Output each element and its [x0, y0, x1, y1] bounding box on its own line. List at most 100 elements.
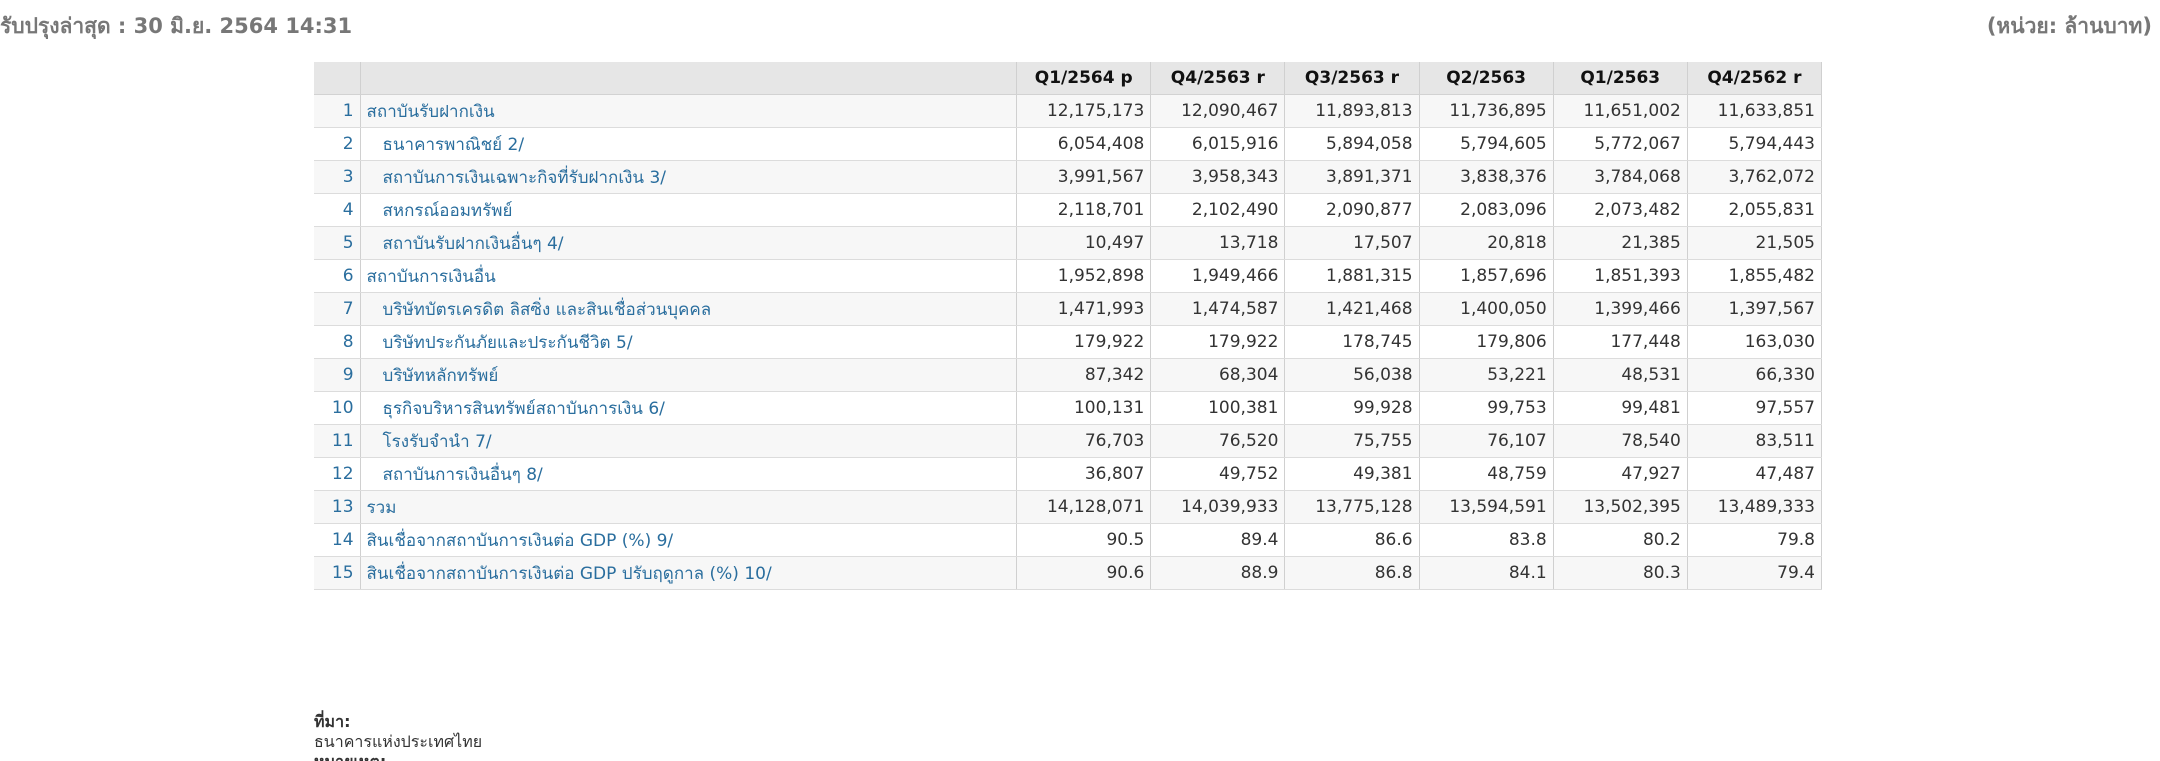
column-header[interactable]: Q4/2562 r — [1687, 62, 1823, 95]
value-cell: 49,381 — [1284, 457, 1420, 491]
value-cell: 3,784,068 — [1553, 160, 1688, 194]
value-cell: 20,818 — [1419, 226, 1554, 260]
row-name-link[interactable]: สินเชื่อจากสถาบันการเงินต่อ GDP (%) 9/ — [360, 523, 1018, 557]
column-header[interactable]: Q3/2563 r — [1284, 62, 1420, 95]
value-cell: 1,397,567 — [1687, 292, 1823, 326]
value-cell: 48,531 — [1553, 358, 1688, 392]
value-cell: 83,511 — [1687, 424, 1823, 458]
value-cell: 11,651,002 — [1553, 94, 1688, 128]
row-name-link[interactable]: บริษัทประกันภัยและประกันชีวิต 5/ — [360, 325, 1018, 359]
value-cell: 12,175,173 — [1016, 94, 1152, 128]
value-cell: 79.4 — [1687, 556, 1823, 590]
value-cell: 5,794,443 — [1687, 127, 1823, 161]
value-cell: 179,922 — [1150, 325, 1286, 359]
value-cell: 1,474,587 — [1150, 292, 1286, 326]
table-row: 2 ธนาคารพาณิชย์ 2/6,054,408 6,015,916 5,894… — [314, 127, 1823, 161]
table-row: 7 บริษัทบัตรเครดิต ลิสซิ่ง และสินเชื่อส่ว… — [314, 292, 1823, 326]
row-index: 2 — [314, 127, 361, 161]
value-cell: 90.5 — [1016, 523, 1152, 557]
row-name-link[interactable]: ธุรกิจบริหารสินทรัพย์สถาบันการเงิน 6/ — [360, 391, 1018, 425]
header-name-cell — [360, 62, 1018, 95]
value-cell: 178,745 — [1284, 325, 1420, 359]
value-cell: 1,851,393 — [1553, 259, 1688, 293]
last-updated-text: รับปรุงล่าสุด : 30 มิ.ย. 2564 14:31 — [0, 14, 353, 38]
value-cell: 1,949,466 — [1150, 259, 1286, 293]
value-cell: 53,221 — [1419, 358, 1554, 392]
value-cell: 66,330 — [1687, 358, 1823, 392]
value-cell: 3,991,567 — [1016, 160, 1152, 194]
row-name-link[interactable]: สถาบันการเงินเฉพาะกิจที่รับฝากเงิน 3/ — [360, 160, 1018, 194]
value-cell: 88.9 — [1150, 556, 1286, 590]
value-cell: 80.2 — [1553, 523, 1688, 557]
row-name-link[interactable]: สถาบันรับฝากเงิน — [360, 94, 1018, 128]
table-row: 10 ธุรกิจบริหารสินทรัพย์สถาบันการเงิน 6/1… — [314, 391, 1823, 425]
value-cell: 11,893,813 — [1284, 94, 1420, 128]
row-index: 4 — [314, 193, 361, 227]
value-cell: 3,958,343 — [1150, 160, 1286, 194]
row-name-link[interactable]: สถาบันรับฝากเงินอื่นๆ 4/ — [360, 226, 1018, 260]
value-cell: 11,736,895 — [1419, 94, 1554, 128]
table-body: 1 สถาบันรับฝากเงิน 12,175,173 12,090,467 11,… — [314, 94, 1823, 590]
row-name-link[interactable]: สหกรณ์ออมทรัพย์ — [360, 193, 1018, 227]
table-row: 14 สินเชื่อจากสถาบันการเงินต่อ GDP (%) 9/… — [314, 523, 1823, 557]
value-cell: 87,342 — [1016, 358, 1152, 392]
value-cell: 47,927 — [1553, 457, 1688, 491]
table-row: 3 สถาบันการเงินเฉพาะกิจที่รับฝากเงิน 3/3,… — [314, 160, 1823, 194]
value-cell: 1,952,898 — [1016, 259, 1152, 293]
value-cell: 12,090,467 — [1150, 94, 1286, 128]
value-cell: 100,381 — [1150, 391, 1286, 425]
row-name-link[interactable]: สินเชื่อจากสถาบันการเงินต่อ GDP ปรับฤดูก… — [360, 556, 1018, 590]
value-cell: 3,762,072 — [1687, 160, 1823, 194]
financial-institutions-table: Q1/2564 p Q4/2563 r Q3/2563 r Q2/2563 Q1… — [314, 62, 1823, 590]
value-cell: 177,448 — [1553, 325, 1688, 359]
value-cell: 163,030 — [1687, 325, 1823, 359]
value-cell: 2,090,877 — [1284, 193, 1420, 227]
column-header[interactable]: Q1/2563 — [1553, 62, 1688, 95]
value-cell: 2,073,482 — [1553, 193, 1688, 227]
column-header[interactable]: Q2/2563 — [1419, 62, 1554, 95]
row-index: 13 — [314, 490, 361, 524]
value-cell: 13,594,591 — [1419, 490, 1554, 524]
value-cell: 3,838,376 — [1419, 160, 1554, 194]
value-cell: 78,540 — [1553, 424, 1688, 458]
source-block: ที่มา: ธนาคารแห่งประเทศไทย หมายเหตุ: — [314, 712, 482, 761]
value-cell: 76,703 — [1016, 424, 1152, 458]
row-index: 5 — [314, 226, 361, 260]
row-name-link[interactable]: บริษัทบัตรเครดิต ลิสซิ่ง และสินเชื่อส่วน… — [360, 292, 1018, 326]
value-cell: 10,497 — [1016, 226, 1152, 260]
value-cell: 68,304 — [1150, 358, 1286, 392]
value-cell: 17,507 — [1284, 226, 1420, 260]
row-name-link[interactable]: สถาบันการเงินอื่นๆ 8/ — [360, 457, 1018, 491]
row-name-link[interactable]: สถาบันการเงินอื่น — [360, 259, 1018, 293]
header-index-cell — [314, 62, 361, 95]
source-label: ที่มา: — [314, 712, 351, 731]
value-cell: 80.3 — [1553, 556, 1688, 590]
value-cell: 47,487 — [1687, 457, 1823, 491]
value-cell: 36,807 — [1016, 457, 1152, 491]
value-cell: 89.4 — [1150, 523, 1286, 557]
row-index: 7 — [314, 292, 361, 326]
row-name-link[interactable]: โรงรับจำนำ 7/ — [360, 424, 1018, 458]
row-name-link[interactable]: รวม — [360, 490, 1018, 524]
table-row: 11 โรงรับจำนำ 7/76,703 76,520 75,755 76,107 7… — [314, 424, 1823, 458]
value-cell: 1,400,050 — [1419, 292, 1554, 326]
value-cell: 100,131 — [1016, 391, 1152, 425]
value-cell: 49,752 — [1150, 457, 1286, 491]
value-cell: 14,128,071 — [1016, 490, 1152, 524]
notes-label: หมายเหตุ: — [314, 752, 482, 761]
value-cell: 1,421,468 — [1284, 292, 1420, 326]
value-cell: 179,806 — [1419, 325, 1554, 359]
value-cell: 2,083,096 — [1419, 193, 1554, 227]
row-index: 1 — [314, 94, 361, 128]
table-row: 12 สถาบันการเงินอื่นๆ 8/36,807 49,752 49,38… — [314, 457, 1823, 491]
column-header[interactable]: Q1/2564 p — [1016, 62, 1152, 95]
value-cell: 1,399,466 — [1553, 292, 1688, 326]
column-header[interactable]: Q4/2563 r — [1150, 62, 1286, 95]
row-name-link[interactable]: บริษัทหลักทรัพย์ — [360, 358, 1018, 392]
row-index: 12 — [314, 457, 361, 491]
row-name-link[interactable]: ธนาคารพาณิชย์ 2/ — [360, 127, 1018, 161]
value-cell: 56,038 — [1284, 358, 1420, 392]
value-cell: 84.1 — [1419, 556, 1554, 590]
value-cell: 6,054,408 — [1016, 127, 1152, 161]
table-row: 15 สินเชื่อจากสถาบันการเงินต่อ GDP ปรับฤด… — [314, 556, 1823, 590]
